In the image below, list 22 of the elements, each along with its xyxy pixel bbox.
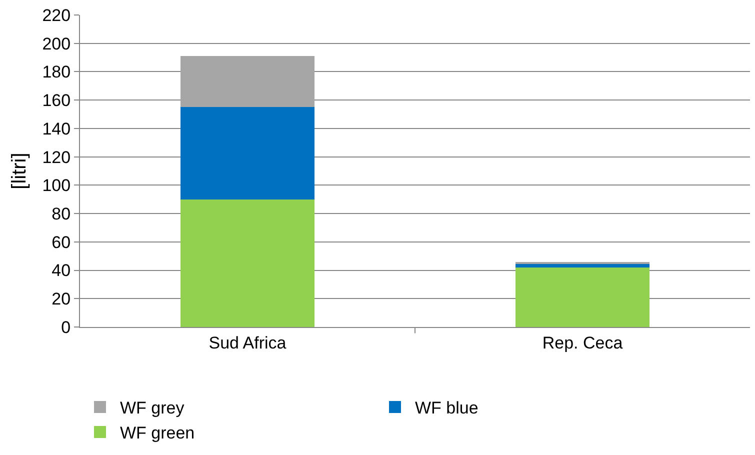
y-tick-label: 100 bbox=[42, 176, 71, 196]
y-tick-label: 120 bbox=[42, 148, 71, 167]
y-tick-label: 40 bbox=[52, 261, 71, 280]
y-tick-label: 60 bbox=[52, 232, 71, 252]
y-tick-label: 160 bbox=[42, 91, 71, 110]
y-tick-label: 180 bbox=[42, 62, 71, 82]
legend-label: WF green bbox=[120, 424, 195, 443]
y-tick-label: 220 bbox=[42, 6, 71, 25]
y-tick-label: 0 bbox=[61, 318, 71, 337]
bar bbox=[180, 199, 314, 327]
bar bbox=[180, 107, 314, 200]
y-tick-label: 80 bbox=[52, 204, 71, 224]
y-axis-title: [litri] bbox=[8, 152, 31, 190]
y-tick-label: 20 bbox=[52, 290, 71, 309]
bar bbox=[516, 267, 650, 327]
y-tick-label: 140 bbox=[42, 119, 71, 138]
legend-label: WF blue bbox=[415, 398, 478, 418]
bar bbox=[180, 56, 314, 108]
x-tick-label: Sud Africa bbox=[208, 333, 287, 352]
x-tick-label: Rep. Ceca bbox=[542, 333, 624, 352]
y-tick-label: 200 bbox=[42, 34, 71, 54]
legend-label: WF grey bbox=[120, 398, 185, 418]
